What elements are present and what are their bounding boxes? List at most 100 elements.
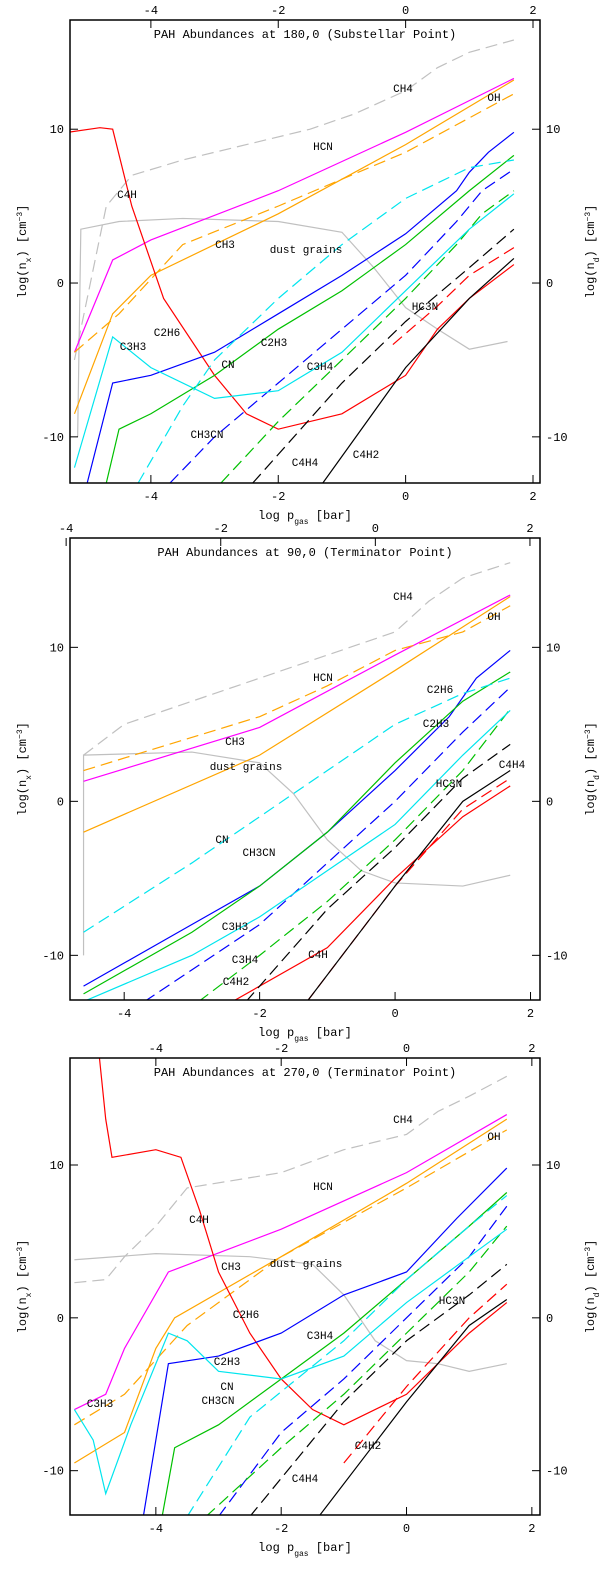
series-label: C3H3 — [222, 922, 248, 934]
series-label: dust grains — [270, 1259, 343, 1271]
series-label: C4H2 — [223, 977, 249, 989]
y-tick-label: 10 — [50, 123, 64, 137]
y-axis-label: log(nx) [cm−3] — [16, 1240, 34, 1334]
y-axis-label: log(nx) [cm−3] — [16, 722, 34, 816]
data-line — [74, 1253, 507, 1372]
data-line — [83, 596, 511, 833]
y2-tick-label: 10 — [546, 641, 560, 655]
data-line — [83, 605, 511, 772]
y2-tick-label: -10 — [546, 949, 568, 963]
data-line — [98, 1058, 508, 1426]
y-axis-label: log(nx) [cm−3] — [16, 205, 34, 299]
series-label: C4H4 — [292, 1474, 319, 1486]
y2-tick-label: 0 — [546, 795, 553, 809]
data-line — [322, 257, 515, 483]
plot-frame — [69, 19, 541, 484]
series-label: C4H — [308, 950, 328, 962]
data-line — [392, 247, 515, 346]
x2-tick-label: -2 — [274, 1042, 288, 1056]
y2-tick-label: 10 — [546, 1159, 560, 1173]
y-tick-label: 0 — [57, 1312, 64, 1326]
y-tick-label: 10 — [50, 1159, 64, 1173]
x-tick-label: 2 — [529, 490, 536, 504]
series-label: HCN — [313, 142, 333, 154]
plot-frame — [69, 537, 541, 1001]
plot-area — [70, 39, 515, 483]
y-tick-label: -10 — [42, 431, 64, 445]
data-line — [218, 1205, 508, 1515]
series-label: C2H3 — [214, 1357, 240, 1369]
x2-tick-label: -4 — [149, 1042, 163, 1056]
data-line — [83, 562, 511, 756]
data-line — [246, 743, 511, 1000]
series-label: CN — [215, 835, 228, 847]
y-tick-label: -10 — [42, 949, 64, 963]
series-label: dust grains — [270, 245, 343, 257]
series-label: CH3 — [225, 737, 245, 749]
series-label: CH3CN — [201, 1396, 234, 1408]
data-line — [137, 159, 514, 483]
data-line — [73, 193, 515, 468]
data-line — [343, 1283, 508, 1464]
chart-title: PAH Abundances at 270,0 (Terminator Poin… — [154, 1066, 456, 1080]
series-label: C3H4 — [307, 362, 334, 374]
y-tick-label: 0 — [57, 795, 64, 809]
series-label: HCN — [313, 673, 333, 685]
x-axis-label: log pgas [bar] — [258, 509, 352, 527]
data-line — [85, 710, 511, 1000]
data-line — [73, 77, 515, 353]
series-label: OH — [487, 1132, 500, 1144]
data-line — [77, 217, 508, 437]
data-line — [105, 154, 515, 483]
x-axis-label: log pgas [bar] — [258, 1541, 352, 1559]
data-line — [307, 777, 511, 1000]
series-label: CH4 — [393, 592, 413, 604]
data-line — [252, 228, 515, 483]
x-tick-label: 0 — [402, 490, 409, 504]
x2-tick-label: 0 — [372, 522, 379, 536]
series-label: C3H4 — [232, 955, 259, 967]
data-line — [319, 1298, 508, 1515]
y-tick-label: 0 — [57, 277, 64, 291]
data-line — [169, 168, 515, 483]
y2-tick-label: 0 — [546, 1312, 553, 1326]
x2-tick-label: 0 — [403, 1042, 410, 1056]
x-tick-label: 0 — [403, 1522, 410, 1536]
x-tick-label: -4 — [144, 490, 158, 504]
data-line — [250, 1263, 508, 1515]
x-axis-label: log pgas [bar] — [258, 1026, 352, 1044]
series-label: dust grains — [210, 762, 283, 774]
data-line — [206, 1225, 508, 1515]
series-label: C4H2 — [355, 1441, 381, 1453]
data-line — [83, 649, 511, 987]
chart-title: PAH Abundances at 90,0 (Terminator Point… — [157, 546, 452, 560]
data-line — [199, 708, 511, 1000]
y2-axis-label: log(nd) [cm−3] — [584, 722, 602, 816]
series-label: CH4 — [393, 1115, 413, 1127]
y2-tick-label: 0 — [546, 277, 553, 291]
x-tick-label: -2 — [252, 1007, 266, 1021]
series-label: CH3CN — [242, 848, 275, 860]
x2-tick-label: -2 — [214, 522, 228, 536]
data-line — [83, 594, 511, 782]
series-label: C2H3 — [423, 719, 449, 731]
series-label: OH — [487, 612, 500, 624]
x2-tick-label: 2 — [529, 4, 536, 18]
y-tick-label: -10 — [42, 1465, 64, 1479]
series-label: C3H3 — [120, 342, 146, 354]
series-label: C2H6 — [427, 685, 453, 697]
series-label: CN — [220, 1382, 233, 1394]
series-label: CH3 — [221, 1262, 241, 1274]
series-label: C4H — [189, 1215, 209, 1227]
series-label: C2H6 — [154, 328, 180, 340]
data-line — [74, 1114, 508, 1411]
series-label: CN — [221, 360, 234, 372]
series-label: C4H4 — [499, 760, 526, 772]
series-label: CH4 — [393, 84, 413, 96]
y2-axis-label: log(nd) [cm−3] — [584, 1240, 602, 1334]
x2-tick-label: -2 — [271, 4, 285, 18]
data-line — [74, 93, 515, 353]
series-label: C3H3 — [87, 1399, 113, 1411]
y2-tick-label: 10 — [546, 123, 560, 137]
x-tick-label: -2 — [274, 1522, 288, 1536]
